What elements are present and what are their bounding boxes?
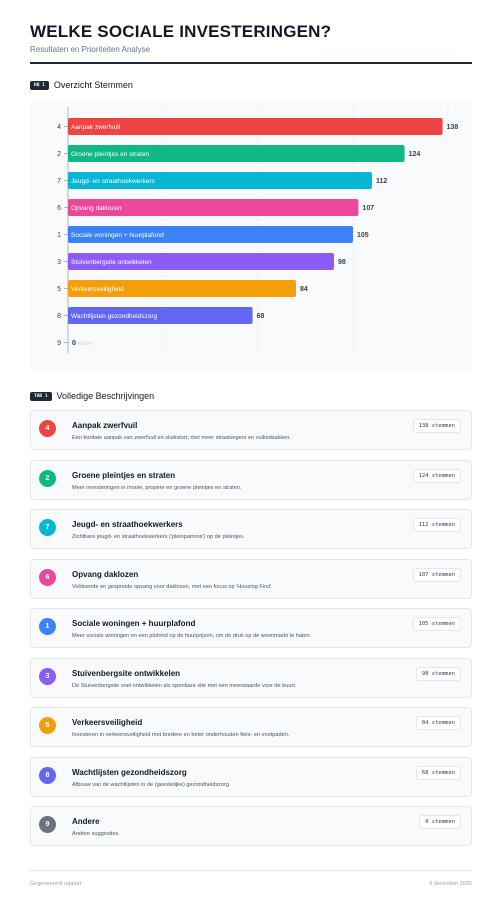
bar-label: Jeugd- en straathoekwerkers (71, 178, 156, 185)
description-text: Meer sociale woningen en een plafond op … (72, 633, 312, 639)
description-title: Opvang daklozen (72, 569, 139, 579)
description-title: Andere (72, 817, 100, 826)
vote-count-badge: 68 stemmen (415, 765, 461, 780)
vote-count-badge: 0 stemmen (419, 815, 461, 829)
section-title: Volledige Beschrijvingen (56, 391, 155, 401)
y-tick-label: 7 (57, 178, 61, 185)
description-text: Andere suggesties. (72, 831, 120, 837)
description-card: 5 Verkeersveiligheid Investeren in verkeer… (30, 707, 472, 747)
description-text: Zichtbare jeugd- en straathoekwerkers ('… (72, 534, 245, 540)
description-text: Afbouw van de wachtlijsten in de (geeste… (72, 781, 231, 788)
rank-badge: 9 (39, 816, 56, 833)
bar-label: Opvang daklozen (71, 205, 122, 212)
footer-date: 9 december 2025 (429, 881, 472, 887)
vote-count-badge: 124 stemmen (412, 468, 461, 483)
data-label: 112 (376, 178, 387, 185)
description-text: Een kordate aanpak van zwerfvuil en slui… (72, 435, 291, 441)
title-divider (30, 62, 472, 64)
vote-count-badge: 107 stemmen (412, 567, 461, 582)
vote-count-badge: 98 stemmen (415, 666, 461, 681)
bar (68, 307, 253, 324)
rank-badge: 3 (39, 667, 56, 685)
data-label: 138 (447, 124, 459, 131)
y-tick-label: 5 (57, 286, 61, 293)
data-label: 124 (409, 151, 421, 158)
section-header-descriptions: TAB 1 Volledige Beschrijvingen (30, 391, 154, 401)
bar (68, 280, 296, 297)
vote-count-badge: 138 stemmen (412, 419, 461, 433)
vote-count-badge: 112 stemmen (412, 518, 461, 532)
rank-badge: 7 (39, 519, 56, 536)
bar (68, 253, 334, 270)
footer-divider (30, 870, 472, 871)
rank-badge: 5 (39, 717, 56, 734)
description-text: Voldoende en gespreide opvang voor daklo… (72, 583, 273, 590)
y-tick-label: 2 (57, 151, 61, 158)
bar-label: Wachtlijsten gezondheidszorg (71, 313, 157, 320)
description-card: 8 Wachtlijsten gezondheidszorg Afbouw van … (30, 756, 472, 797)
description-card: 3 Stuivenbergsite ontwikkelen De Stuivenbe… (30, 657, 472, 698)
page-title: WELKE SOCIALE INVESTERINGEN? (30, 22, 332, 41)
bar-label: Sociale woningen + huurplafond (71, 232, 164, 239)
description-title: Groene pleintjes en straten (72, 470, 176, 480)
description-card: 9 Andere Andere suggesties. 0 stemmen (30, 806, 472, 846)
bar-label: Verkeersveiligheid (71, 286, 124, 293)
chart-card: 4 Aanpak zwerfvuil 138 2 Groene pleintjes en… (30, 101, 472, 371)
bar-label: Aanpak zwerfvuil (71, 124, 121, 131)
data-label: 68 (257, 313, 265, 320)
description-text: De Stuivenbergsite snel ontwikkelen als … (72, 682, 297, 689)
y-tick-label: 9 (57, 340, 61, 347)
vote-count-badge: 105 stemmen (412, 617, 461, 631)
data-label: 98 (338, 259, 346, 266)
description-title: Jeugd- en straathoekwerkers (72, 520, 183, 529)
section-title: Overzicht Stemmen (53, 80, 133, 90)
description-card: 1 Sociale woningen + huurplafond Meer soci… (30, 608, 472, 648)
description-title: Aanpak zwerfvuil (72, 421, 138, 430)
data-label: 84 (300, 286, 308, 293)
bar (68, 172, 372, 189)
y-tick-label: 6 (57, 205, 61, 212)
description-title: Wachtlijsten gezondheidszorg (72, 767, 187, 777)
rank-badge: 8 (39, 766, 56, 784)
rank-badge: 4 (39, 420, 56, 437)
rank-badge: 1 (39, 618, 56, 635)
description-card: 2 Groene pleintjes en straten Meer investe… (30, 459, 472, 500)
data-label: 0 (72, 340, 76, 347)
rank-badge: 6 (39, 568, 56, 586)
bar-label: Groene pleintjes en straten (71, 151, 149, 158)
bar (68, 145, 405, 162)
y-tick-label: 4 (57, 124, 61, 131)
description-card: 4 Aanpak zwerfvuil Een kordate aanpak van … (30, 410, 472, 450)
vote-count-badge: 84 stemmen (415, 716, 461, 730)
rank-badge: 2 (39, 469, 56, 487)
description-title: Verkeersveiligheid (72, 718, 143, 727)
y-tick-label: 3 (57, 259, 61, 266)
page-subtitle: Resultaten en Prioriteiten Analyse (30, 45, 151, 54)
bar-label: Stuivenbergsite ontwikkelen (71, 259, 152, 266)
data-label: 105 (357, 232, 369, 239)
description-text: Meer investeringen in mooie, propere en … (72, 484, 242, 491)
description-card: 7 Jeugd- en straathoekwerkers Zichtbare je… (30, 509, 472, 549)
description-title: Stuivenbergsite ontwikkelen (72, 668, 181, 678)
bar (68, 226, 353, 243)
bar-label: Andere (71, 340, 92, 347)
bar (68, 199, 359, 216)
footer-note: Gegenereerd rapport (30, 881, 82, 887)
y-tick-label: 1 (57, 232, 61, 239)
section-tag: TAB 1 (30, 391, 52, 401)
description-title: Sociale woningen + huurplafond (72, 619, 196, 628)
y-tick-label: 8 (57, 313, 61, 320)
bar (68, 118, 443, 135)
section-tag: HQ 1 (30, 80, 49, 90)
description-card: 6 Opvang daklozen Voldoende en gespreide o… (30, 558, 472, 599)
data-label: 107 (362, 205, 374, 212)
description-text: Investeren in verkeersveiligheid met bre… (72, 732, 290, 738)
section-header-overview: HQ 1 Overzicht Stemmen (30, 80, 133, 90)
